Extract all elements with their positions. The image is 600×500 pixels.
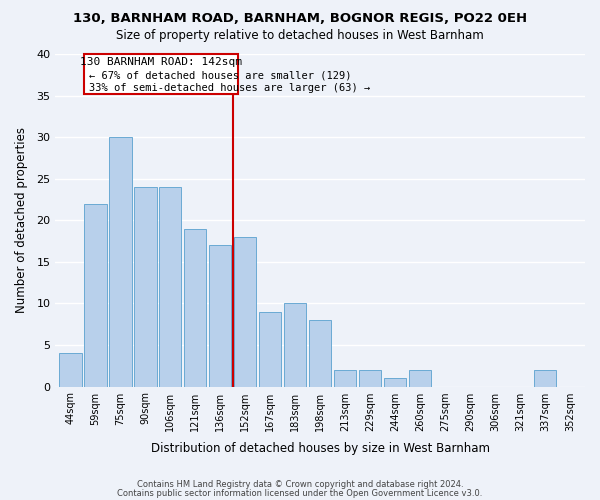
Text: Contains public sector information licensed under the Open Government Licence v3: Contains public sector information licen… [118,488,482,498]
Bar [84,204,107,386]
Bar [234,237,256,386]
Bar [334,370,356,386]
Bar [184,228,206,386]
Bar [134,187,157,386]
Bar [109,137,131,386]
Bar [209,245,232,386]
Text: 130, BARNHAM ROAD, BARNHAM, BOGNOR REGIS, PO22 0EH: 130, BARNHAM ROAD, BARNHAM, BOGNOR REGIS… [73,12,527,26]
FancyBboxPatch shape [84,54,238,94]
Bar [284,304,307,386]
Text: ← 67% of detached houses are smaller (129): ← 67% of detached houses are smaller (12… [89,70,352,81]
Bar [309,320,331,386]
Bar [59,354,82,386]
Text: Contains HM Land Registry data © Crown copyright and database right 2024.: Contains HM Land Registry data © Crown c… [137,480,463,489]
X-axis label: Distribution of detached houses by size in West Barnham: Distribution of detached houses by size … [151,442,490,455]
Text: Size of property relative to detached houses in West Barnham: Size of property relative to detached ho… [116,29,484,42]
Bar [359,370,382,386]
Bar [159,187,181,386]
Text: 130 BARNHAM ROAD: 142sqm: 130 BARNHAM ROAD: 142sqm [80,58,242,68]
Bar [534,370,556,386]
Y-axis label: Number of detached properties: Number of detached properties [15,128,28,314]
Bar [384,378,406,386]
Bar [259,312,281,386]
Text: 33% of semi-detached houses are larger (63) →: 33% of semi-detached houses are larger (… [89,83,370,93]
Bar [409,370,431,386]
